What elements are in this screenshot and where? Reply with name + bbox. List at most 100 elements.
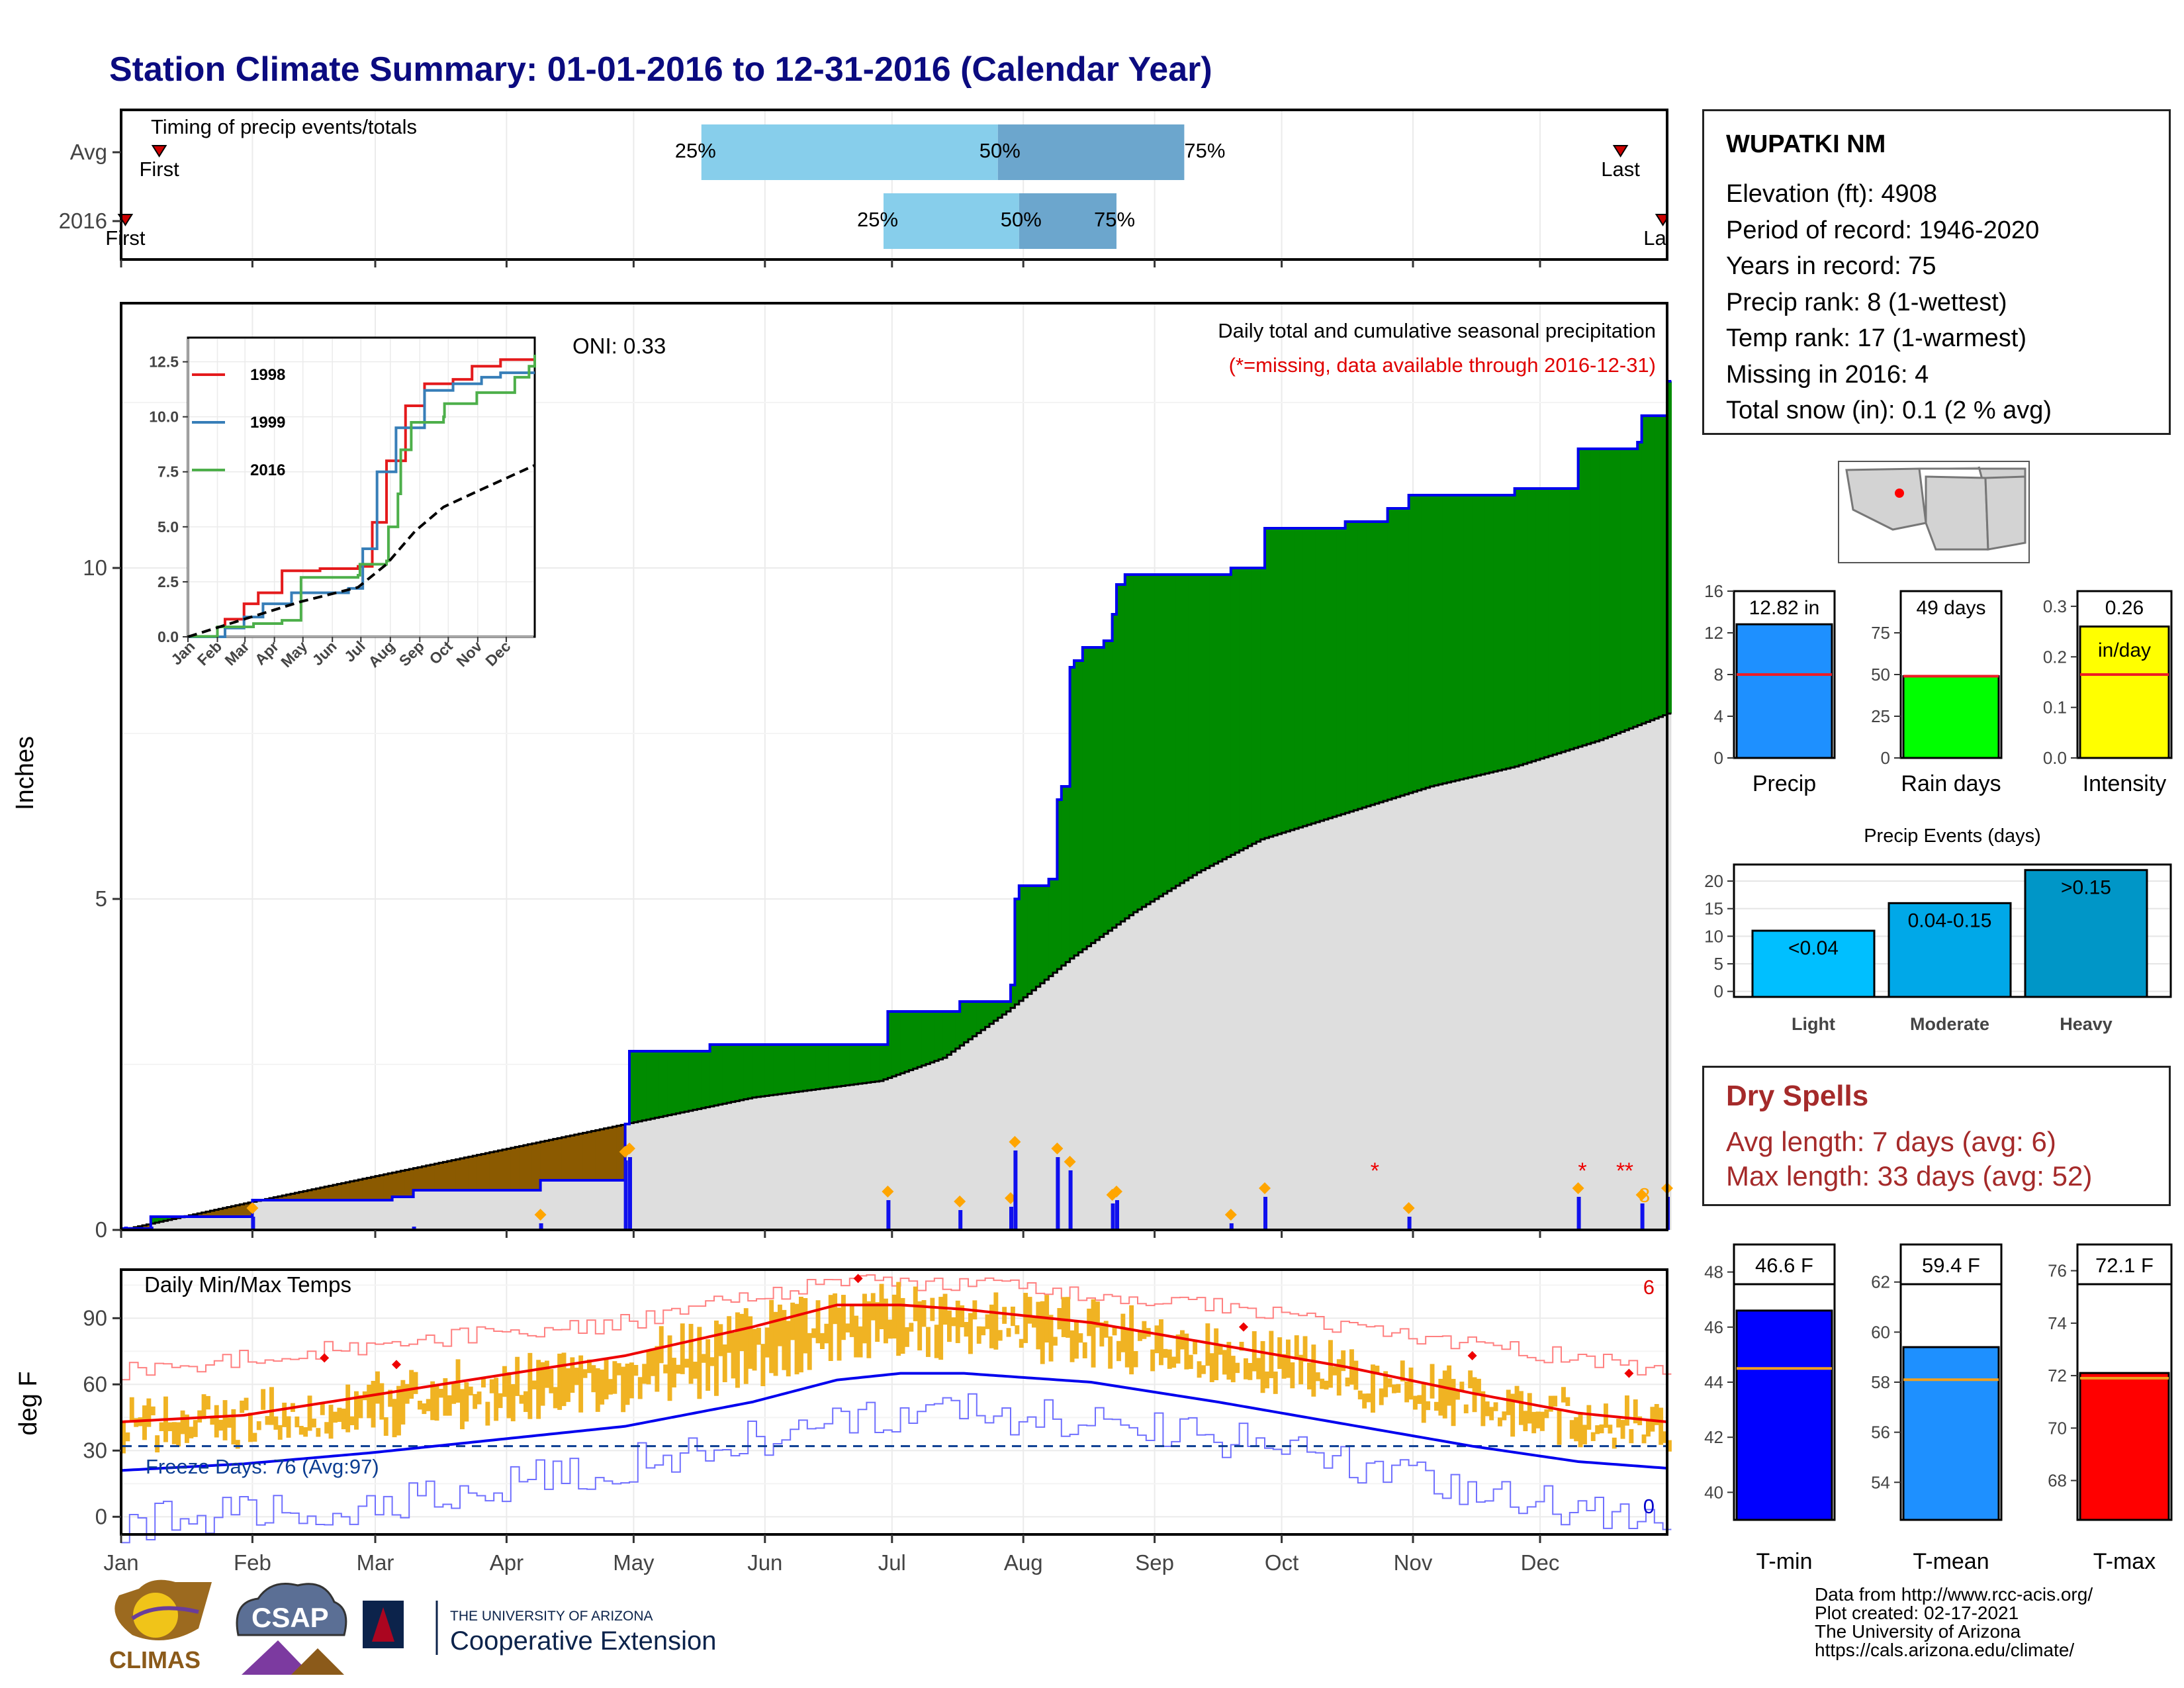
daily-temp-range-bar <box>1150 1349 1156 1372</box>
above-avg-fill <box>934 1011 939 1061</box>
below-avg-fill <box>595 1130 600 1180</box>
top-bar-name-1: Rain days <box>1901 771 2001 796</box>
daily-temp-range-bar <box>879 1284 884 1329</box>
above-avg-fill <box>1387 508 1392 800</box>
above-avg-fill <box>828 1045 833 1088</box>
above-avg-fill <box>1557 489 1562 753</box>
below-avg-fill <box>222 1207 228 1217</box>
above-avg-fill <box>1019 886 1024 1001</box>
above-avg-fill <box>760 1045 766 1097</box>
above-avg-fill <box>1480 495 1486 774</box>
daily-record-marker <box>1635 1189 1648 1201</box>
daily-temp-range-bar <box>769 1299 774 1374</box>
below-avg-fill <box>473 1156 478 1190</box>
above-avg-fill <box>1133 575 1138 912</box>
daily-temp-range-bar <box>485 1401 490 1426</box>
daily-temp-range-bar <box>1498 1417 1502 1427</box>
above-avg-fill <box>1193 575 1198 875</box>
avg-cumulative-line <box>121 712 1672 1231</box>
events-category-Heavy: Heavy <box>2060 1014 2113 1034</box>
above-avg-fill <box>1662 416 1668 716</box>
daily-temp-range-bar <box>422 1403 427 1415</box>
below-avg-fill <box>413 1168 418 1190</box>
daily-temp-range-bar <box>125 1432 130 1442</box>
daily-record-marker <box>1259 1182 1271 1194</box>
daily-temp-range-bar <box>379 1383 385 1420</box>
top-bar-2-tick-label: 0.1 <box>2043 698 2067 718</box>
temp-ytick-label: 90 <box>83 1305 107 1330</box>
daily-temp-range-bar <box>1040 1301 1045 1364</box>
daily-temp-range-bar <box>1590 1432 1596 1441</box>
map-state-texas <box>1984 475 2026 551</box>
daily-temp-range-bar <box>1451 1379 1456 1427</box>
below-avg-fill <box>298 1192 304 1200</box>
temp-bar-name-2: T-max <box>2093 1549 2156 1574</box>
above-avg-fill <box>913 1011 918 1069</box>
daily-temp-range-bar <box>1226 1342 1232 1380</box>
events-tick-label: 5 <box>1714 954 1723 974</box>
above-avg-fill <box>1209 575 1214 866</box>
daily-temp-range-bar <box>1379 1388 1384 1405</box>
daily-temp-range-bar <box>510 1383 516 1422</box>
daily-temp-range-bar <box>1353 1360 1359 1390</box>
daily-temp-range-bar <box>214 1405 219 1438</box>
daily-temp-range-bar <box>142 1405 147 1440</box>
daily-temp-range-bar <box>244 1397 249 1411</box>
below-avg-fill <box>345 1182 351 1200</box>
above-avg-fill <box>1523 489 1528 764</box>
above-avg-fill <box>1514 489 1520 767</box>
top-bar-2-bar <box>2079 625 2170 759</box>
daily-temp-range-bar <box>773 1311 778 1376</box>
timing-p25-label: 25% <box>857 208 898 231</box>
below-avg-fill <box>418 1167 422 1190</box>
below-avg-fill <box>519 1146 524 1190</box>
below-avg-fill <box>277 1196 283 1200</box>
daily-temp-range-bar <box>231 1409 236 1445</box>
daily-temp-range-bar <box>1302 1336 1308 1362</box>
daily-temp-range-bar <box>951 1317 956 1327</box>
daily-record-marker <box>623 1143 635 1154</box>
daily-temp-range-bar <box>1375 1366 1380 1375</box>
above-avg-fill <box>1548 489 1553 756</box>
daily-temp-range-bar <box>312 1419 316 1428</box>
above-avg-fill <box>1502 495 1507 770</box>
footer-credits: Data from http://www.rcc-acis.org/ Plot … <box>1815 1584 2093 1660</box>
daily-temp-range-bar <box>701 1354 706 1363</box>
above-avg-fill <box>1129 575 1134 915</box>
above-avg-fill <box>1442 495 1447 784</box>
daily-temp-range-bar <box>549 1369 554 1393</box>
dry-spells-avg: Avg length: 7 days (avg: 6) <box>1726 1126 2056 1157</box>
daily-temp-range-bar <box>1103 1321 1109 1338</box>
temp-bar-2-tick-label: 76 <box>2048 1261 2067 1281</box>
avg-cumulative-area <box>121 714 1672 1230</box>
above-avg-fill <box>1116 585 1121 925</box>
above-avg-fill <box>1112 614 1117 928</box>
above-avg-fill <box>1078 661 1083 953</box>
temp-bar-value-box-2 <box>2076 1243 2173 1286</box>
daily-temp-range-bar <box>828 1295 833 1361</box>
daily-temp-range-bar <box>269 1387 274 1425</box>
above-avg-fill <box>1590 449 1596 743</box>
daily-temp-range-bar <box>1646 1420 1651 1437</box>
daily-temp-range-bar <box>1489 1407 1494 1421</box>
below-avg-fill <box>210 1211 215 1217</box>
daily-temp-range-bar <box>1531 1411 1537 1434</box>
daily-temp-range-bar <box>1417 1395 1422 1404</box>
below-avg-fill <box>354 1180 359 1200</box>
map-state-newmexico <box>1925 475 1989 551</box>
daily-record-marker <box>1402 1202 1415 1214</box>
above-avg-fill <box>930 1011 935 1062</box>
daily-temp-range-bar <box>1218 1344 1223 1355</box>
daily-temp-range-bar <box>608 1379 613 1395</box>
daily-temp-range-bar <box>794 1303 799 1375</box>
above-avg-fill <box>1383 522 1388 801</box>
above-avg-fill <box>1519 489 1524 765</box>
daily-temp-range-bar <box>185 1414 189 1443</box>
daily-temp-range-bar <box>303 1427 308 1437</box>
daily-temp-range-bar <box>1011 1306 1015 1327</box>
daily-temp-range-bar <box>1188 1354 1193 1370</box>
above-avg-fill <box>735 1045 740 1102</box>
daily-temp-range-bar <box>981 1326 986 1336</box>
daily-temp-range-bar <box>743 1308 749 1384</box>
precip-ytick-label: 10 <box>83 555 107 580</box>
